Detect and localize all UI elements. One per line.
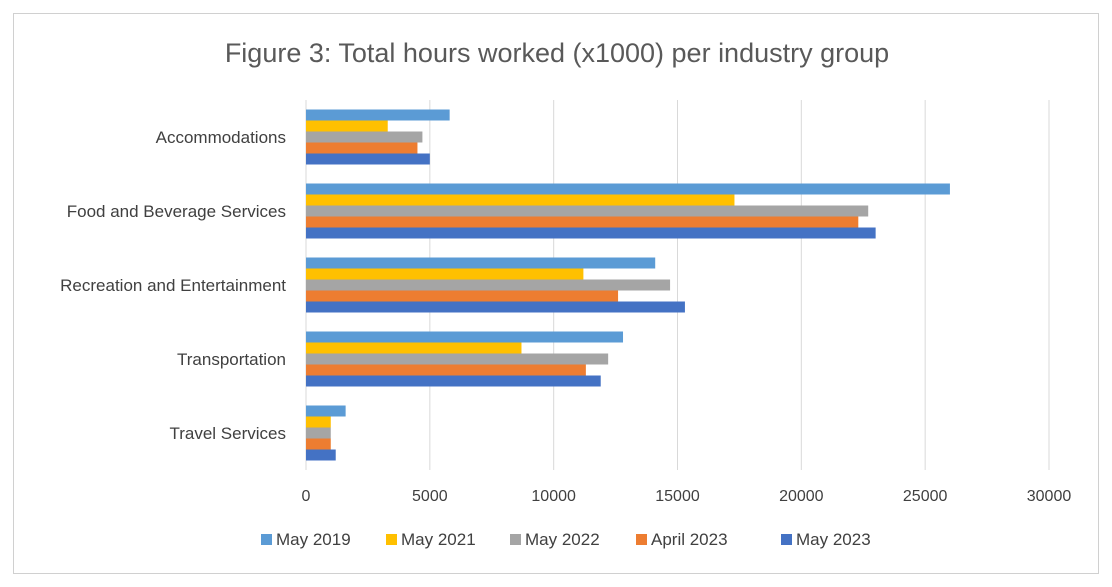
x-tick-label: 15000 [655, 488, 700, 505]
category-label: Food and Beverage Services [67, 202, 286, 221]
bar [306, 194, 735, 206]
legend-label: May 2021 [401, 530, 476, 549]
bar [306, 268, 584, 280]
bar [306, 364, 586, 376]
legend: May 2019 May 2021 May 2022 April 2023 May 20… [261, 530, 871, 549]
bar [306, 375, 601, 387]
chart-frame: Figure 3: Total hours worked (x1000) per… [13, 13, 1099, 574]
bar [306, 109, 450, 121]
bar [306, 205, 869, 217]
bar [306, 427, 331, 439]
legend-swatch [261, 534, 272, 545]
x-tick-labels: 0 5000 10000 15000 20000 25000 30000 [302, 488, 1072, 505]
bar [306, 279, 671, 291]
bar [306, 416, 331, 428]
legend-label: May 2023 [796, 530, 871, 549]
category-label: Recreation and Entertainment [60, 276, 286, 295]
legend-swatch [636, 534, 647, 545]
bar [306, 183, 950, 195]
legend-swatch [510, 534, 521, 545]
bar [306, 142, 418, 154]
legend-swatch [386, 534, 397, 545]
chart-title: Figure 3: Total hours worked (x1000) per… [225, 38, 889, 68]
category-label: Transportation [177, 350, 286, 369]
legend-label: May 2019 [276, 530, 351, 549]
bar-chart: Figure 3: Total hours worked (x1000) per… [60, 38, 1072, 549]
bar [306, 438, 331, 450]
bar [306, 153, 430, 165]
legend-label: May 2022 [525, 530, 600, 549]
bar [306, 257, 656, 269]
bar [306, 301, 685, 313]
x-tick-label: 0 [302, 488, 311, 505]
bar [306, 353, 609, 365]
bar [306, 120, 388, 132]
bar [306, 405, 346, 417]
category-label: Accommodations [156, 128, 286, 147]
bar [306, 216, 859, 228]
bars [306, 109, 950, 461]
bar [306, 342, 522, 354]
legend-label: April 2023 [651, 530, 728, 549]
bar [306, 331, 624, 343]
category-label: Travel Services [169, 424, 286, 443]
bar [306, 290, 619, 302]
x-tick-label: 5000 [412, 488, 448, 505]
bar [306, 131, 423, 143]
category-labels: Accommodations Food and Beverage Services… [60, 128, 286, 443]
x-tick-label: 25000 [903, 488, 948, 505]
bar [306, 227, 876, 239]
x-tick-label: 20000 [779, 488, 824, 505]
x-tick-label: 10000 [531, 488, 576, 505]
legend-swatch [781, 534, 792, 545]
bar [306, 449, 336, 461]
x-tick-label: 30000 [1027, 488, 1072, 505]
